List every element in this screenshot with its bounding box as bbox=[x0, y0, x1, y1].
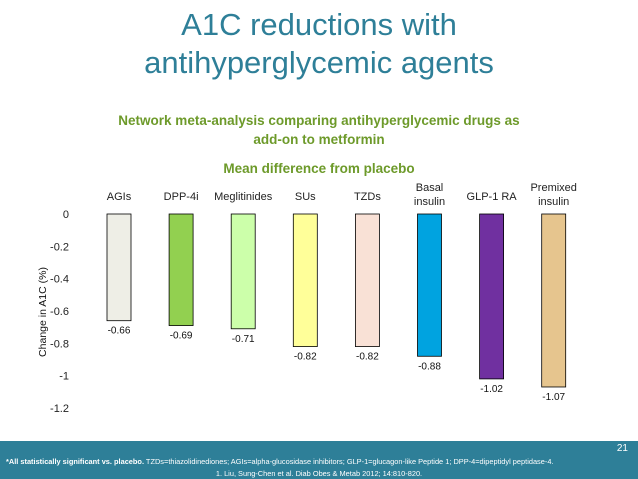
value-label: -0.66 bbox=[108, 326, 131, 337]
category-label: insulin bbox=[538, 196, 569, 208]
subtitle-line-1: Network meta-analysis comparing antihype… bbox=[118, 113, 520, 128]
value-label: -0.69 bbox=[170, 331, 193, 342]
bar bbox=[230, 213, 256, 330]
chart-subtitle: Mean difference from placebo bbox=[223, 161, 415, 176]
page-number: 21 bbox=[616, 443, 628, 454]
y-tick-label: -0.2 bbox=[50, 241, 69, 253]
reference-citation: 1. Liu, Sung-Chen et al. Diab Obes & Met… bbox=[215, 469, 423, 478]
y-tick-label: -1 bbox=[59, 371, 69, 383]
category-label: Basal bbox=[416, 182, 444, 194]
category-label: DPP-4i bbox=[164, 191, 199, 203]
title-line-2: antihyperglycemic agents bbox=[144, 45, 494, 80]
bar bbox=[354, 213, 380, 347]
bar bbox=[417, 213, 442, 357]
value-label: -0.82 bbox=[356, 352, 379, 363]
analysis-subtitle: Network meta-analysis comparing antihype… bbox=[0, 111, 638, 149]
footer-bar: 21 *All statistically significant vs. pl… bbox=[0, 441, 638, 479]
title-line-1: A1C reductions with bbox=[181, 7, 457, 42]
category-label: insulin bbox=[414, 196, 445, 208]
y-tick-label: -0.4 bbox=[50, 274, 69, 286]
value-label: -0.82 bbox=[294, 352, 317, 363]
footnote-abbreviations: TZDs=thiazolidinediones; AGIs=alpha-gluc… bbox=[144, 457, 554, 466]
value-label: -0.88 bbox=[418, 361, 441, 372]
y-tick-label: -1.2 bbox=[50, 403, 69, 415]
bar bbox=[106, 213, 132, 322]
category-label: Premixed bbox=[530, 182, 576, 194]
category-label: TZDs bbox=[354, 191, 381, 203]
category-label: AGIs bbox=[107, 191, 132, 203]
value-label: -1.02 bbox=[480, 384, 503, 395]
y-tick-label: 0 bbox=[63, 209, 69, 221]
slide-title: A1C reductions with antihyperglycemic ag… bbox=[0, 6, 638, 82]
value-label: -0.71 bbox=[232, 334, 255, 345]
y-tick-label: -0.8 bbox=[50, 338, 69, 350]
bar bbox=[168, 213, 194, 326]
footnote-significance: *All statistically significant vs. place… bbox=[6, 457, 145, 466]
footnote: *All statistically significant vs. place… bbox=[6, 457, 553, 466]
subtitle-line-2: add-on to metformin bbox=[253, 132, 385, 147]
bar bbox=[479, 213, 505, 380]
bar-chart: Change in A1C (%) 0 -0.2 -0.4 -0.6 -0.8 -1 -1.2… bbox=[37, 182, 577, 415]
value-label: -1.07 bbox=[542, 392, 565, 403]
category-label: SUs bbox=[295, 191, 316, 203]
bar bbox=[541, 213, 567, 388]
bar bbox=[292, 213, 318, 347]
category-label: Meglitinides bbox=[214, 191, 273, 203]
y-axis-title: Change in A1C (%) bbox=[37, 267, 49, 357]
y-tick-label: -0.6 bbox=[50, 306, 69, 318]
category-label: GLP-1 RA bbox=[467, 191, 518, 203]
